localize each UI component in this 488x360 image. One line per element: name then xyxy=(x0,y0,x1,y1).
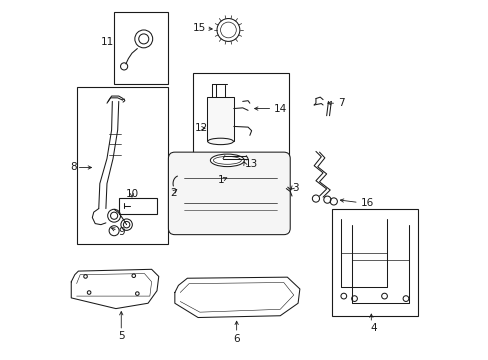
Bar xyxy=(77,87,167,244)
Text: 7: 7 xyxy=(337,98,344,108)
Text: 16: 16 xyxy=(360,198,373,208)
Text: 9: 9 xyxy=(119,227,125,237)
Bar xyxy=(192,73,288,173)
Text: 10: 10 xyxy=(125,189,138,199)
Text: 11: 11 xyxy=(101,37,114,48)
Text: 6: 6 xyxy=(233,334,240,344)
Bar xyxy=(114,12,167,84)
FancyBboxPatch shape xyxy=(168,152,290,235)
Bar xyxy=(206,97,233,141)
Text: 2: 2 xyxy=(170,188,177,198)
Text: 14: 14 xyxy=(273,104,286,113)
Text: 1: 1 xyxy=(218,175,224,185)
Text: 13: 13 xyxy=(244,159,258,169)
Text: 5: 5 xyxy=(118,331,124,341)
Ellipse shape xyxy=(207,138,233,145)
Text: 3: 3 xyxy=(292,183,298,193)
Ellipse shape xyxy=(213,157,241,164)
Ellipse shape xyxy=(210,154,244,167)
Text: 8: 8 xyxy=(70,162,77,172)
Text: 15: 15 xyxy=(192,23,205,33)
Text: 4: 4 xyxy=(370,323,376,333)
Text: 12: 12 xyxy=(195,123,208,133)
Bar xyxy=(119,198,157,214)
Bar xyxy=(331,208,417,316)
